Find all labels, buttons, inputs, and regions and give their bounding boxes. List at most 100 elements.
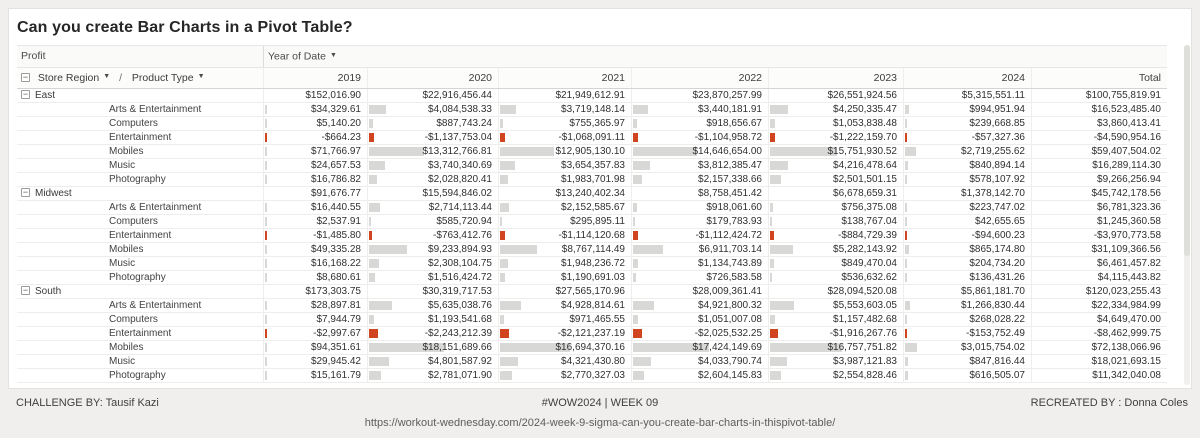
pivot-cell[interactable]: $179,783.93 bbox=[631, 215, 768, 228]
product-label[interactable]: Music bbox=[109, 160, 136, 171]
chevron-down-icon[interactable]: ▼ bbox=[330, 52, 337, 59]
chevron-down-icon[interactable]: ▼ bbox=[197, 73, 205, 81]
collapse-region-icon[interactable]: − bbox=[21, 285, 30, 295]
pivot-cell[interactable]: $6,911,703.14 bbox=[631, 243, 768, 256]
pivot-cell[interactable]: $27,565,170.96 bbox=[498, 285, 631, 298]
pivot-cell[interactable]: $28,009,361.41 bbox=[631, 285, 768, 298]
pivot-cell[interactable]: $8,767,114.49 bbox=[498, 243, 631, 256]
product-label[interactable]: Mobiles bbox=[109, 342, 144, 353]
collapse-all-icon[interactable]: − bbox=[21, 71, 30, 82]
pivot-cell[interactable]: $24,657.53 bbox=[263, 159, 367, 172]
pivot-cell[interactable]: $136,431.26 bbox=[903, 271, 1031, 284]
collapse-region-icon[interactable]: − bbox=[21, 187, 30, 197]
pivot-cell[interactable]: $100,755,819.91 bbox=[1031, 89, 1167, 102]
pivot-cell[interactable]: $5,635,038.76 bbox=[367, 299, 498, 312]
pivot-cell[interactable]: $120,023,255.43 bbox=[1031, 285, 1167, 298]
pivot-cell[interactable]: $918,656.67 bbox=[631, 117, 768, 130]
pivot-cell[interactable]: $2,308,104.75 bbox=[367, 257, 498, 270]
pivot-cell[interactable]: $1,134,743.89 bbox=[631, 257, 768, 270]
region-label[interactable]: − South bbox=[21, 285, 62, 297]
pivot-cell[interactable]: -$1,112,424.72 bbox=[631, 229, 768, 242]
pivot-cell[interactable]: $4,928,814.61 bbox=[498, 299, 631, 312]
pivot-cell[interactable]: $847,816.44 bbox=[903, 355, 1031, 368]
pivot-cell[interactable]: $45,742,178.56 bbox=[1031, 187, 1167, 200]
pivot-cell[interactable]: $3,987,121.83 bbox=[768, 355, 903, 368]
pivot-cell[interactable]: $94,351.61 bbox=[263, 341, 367, 354]
pivot-cell[interactable]: $1,157,482.68 bbox=[768, 313, 903, 326]
pivot-cell[interactable]: $29,945.42 bbox=[263, 355, 367, 368]
pivot-cell[interactable]: -$8,462,999.75 bbox=[1031, 327, 1167, 340]
pivot-cell[interactable]: $3,719,148.14 bbox=[498, 103, 631, 116]
product-label[interactable]: Entertainment bbox=[109, 132, 172, 143]
pivot-cell[interactable]: $2,604,145.83 bbox=[631, 369, 768, 382]
product-label[interactable]: Arts & Entertainment bbox=[109, 104, 202, 115]
pivot-cell[interactable]: -$763,412.76 bbox=[367, 229, 498, 242]
pivot-cell[interactable]: $865,174.80 bbox=[903, 243, 1031, 256]
column-field-dropdown[interactable]: Year of Date ▼ bbox=[263, 46, 1167, 68]
pivot-cell[interactable]: $4,033,790.74 bbox=[631, 355, 768, 368]
product-label[interactable]: Music bbox=[109, 356, 136, 367]
pivot-cell[interactable]: -$1,104,958.72 bbox=[631, 131, 768, 144]
column-header-total[interactable]: Total bbox=[1031, 68, 1167, 89]
pivot-cell[interactable]: $22,334,984.99 bbox=[1031, 299, 1167, 312]
pivot-cell[interactable]: $71,766.97 bbox=[263, 145, 367, 158]
pivot-cell[interactable]: $30,319,717.53 bbox=[367, 285, 498, 298]
pivot-cell[interactable]: -$1,068,091.11 bbox=[498, 131, 631, 144]
pivot-cell[interactable]: $16,523,485.40 bbox=[1031, 103, 1167, 116]
pivot-cell[interactable]: $22,916,456.44 bbox=[367, 89, 498, 102]
pivot-cell[interactable]: -$1,137,753.04 bbox=[367, 131, 498, 144]
pivot-cell[interactable]: $16,786.82 bbox=[263, 173, 367, 186]
pivot-cell[interactable]: $2,714,113.44 bbox=[367, 201, 498, 214]
pivot-cell[interactable]: $204,734.20 bbox=[903, 257, 1031, 270]
pivot-cell[interactable]: $3,015,754.02 bbox=[903, 341, 1031, 354]
pivot-cell[interactable]: $8,680.61 bbox=[263, 271, 367, 284]
pivot-cell[interactable]: $1,193,541.68 bbox=[367, 313, 498, 326]
pivot-cell[interactable]: $585,720.94 bbox=[367, 215, 498, 228]
pivot-cell[interactable]: $15,161.79 bbox=[263, 369, 367, 382]
pivot-cell[interactable]: -$664.23 bbox=[263, 131, 367, 144]
pivot-cell[interactable]: $239,668.85 bbox=[903, 117, 1031, 130]
pivot-cell[interactable]: $18,151,689.66 bbox=[367, 341, 498, 354]
pivot-cell[interactable]: $14,646,654.00 bbox=[631, 145, 768, 158]
pivot-cell[interactable]: $578,107.92 bbox=[903, 173, 1031, 186]
pivot-cell[interactable]: $26,551,924.56 bbox=[768, 89, 903, 102]
pivot-cell[interactable]: -$884,729.39 bbox=[768, 229, 903, 242]
pivot-cell[interactable]: $4,921,800.32 bbox=[631, 299, 768, 312]
pivot-cell[interactable]: -$57,327.36 bbox=[903, 131, 1031, 144]
pivot-cell[interactable]: $16,440.55 bbox=[263, 201, 367, 214]
pivot-cell[interactable]: $536,632.62 bbox=[768, 271, 903, 284]
pivot-cell[interactable]: $4,321,430.80 bbox=[498, 355, 631, 368]
pivot-cell[interactable]: $1,053,838.48 bbox=[768, 117, 903, 130]
column-header-2021[interactable]: 2021 bbox=[498, 68, 631, 89]
pivot-cell[interactable]: $1,948,236.72 bbox=[498, 257, 631, 270]
pivot-cell[interactable]: $6,461,457.82 bbox=[1031, 257, 1167, 270]
pivot-cell[interactable]: $2,770,327.03 bbox=[498, 369, 631, 382]
pivot-cell[interactable]: $8,758,451.42 bbox=[631, 187, 768, 200]
chevron-down-icon[interactable]: ▼ bbox=[103, 73, 111, 81]
pivot-cell[interactable]: $5,282,143.92 bbox=[768, 243, 903, 256]
pivot-cell[interactable]: $13,240,402.34 bbox=[498, 187, 631, 200]
pivot-cell[interactable]: -$2,997.67 bbox=[263, 327, 367, 340]
product-label[interactable]: Photography bbox=[109, 370, 166, 381]
product-label[interactable]: Entertainment bbox=[109, 230, 172, 241]
column-header-2022[interactable]: 2022 bbox=[631, 68, 768, 89]
pivot-cell[interactable]: $16,694,370.16 bbox=[498, 341, 631, 354]
pivot-cell[interactable]: -$1,916,267.76 bbox=[768, 327, 903, 340]
pivot-cell[interactable]: $9,233,894.93 bbox=[367, 243, 498, 256]
pivot-cell[interactable]: $755,365.97 bbox=[498, 117, 631, 130]
pivot-cell[interactable]: $3,440,181.91 bbox=[631, 103, 768, 116]
pivot-cell[interactable]: $971,465.55 bbox=[498, 313, 631, 326]
pivot-cell[interactable]: $887,743.24 bbox=[367, 117, 498, 130]
product-label[interactable]: Computers bbox=[109, 314, 158, 325]
pivot-cell[interactable]: $849,470.04 bbox=[768, 257, 903, 270]
vertical-scrollbar[interactable] bbox=[1184, 45, 1190, 385]
pivot-cell[interactable]: $7,944.79 bbox=[263, 313, 367, 326]
pivot-cell[interactable]: $2,501,501.15 bbox=[768, 173, 903, 186]
pivot-cell[interactable]: $6,781,323.36 bbox=[1031, 201, 1167, 214]
product-label[interactable]: Music bbox=[109, 258, 136, 269]
pivot-cell[interactable]: $840,894.14 bbox=[903, 159, 1031, 172]
region-label[interactable]: − Midwest bbox=[21, 187, 72, 199]
product-label[interactable]: Photography bbox=[109, 174, 166, 185]
pivot-cell[interactable]: $34,329.61 bbox=[263, 103, 367, 116]
pivot-cell[interactable]: $5,315,551.11 bbox=[903, 89, 1031, 102]
